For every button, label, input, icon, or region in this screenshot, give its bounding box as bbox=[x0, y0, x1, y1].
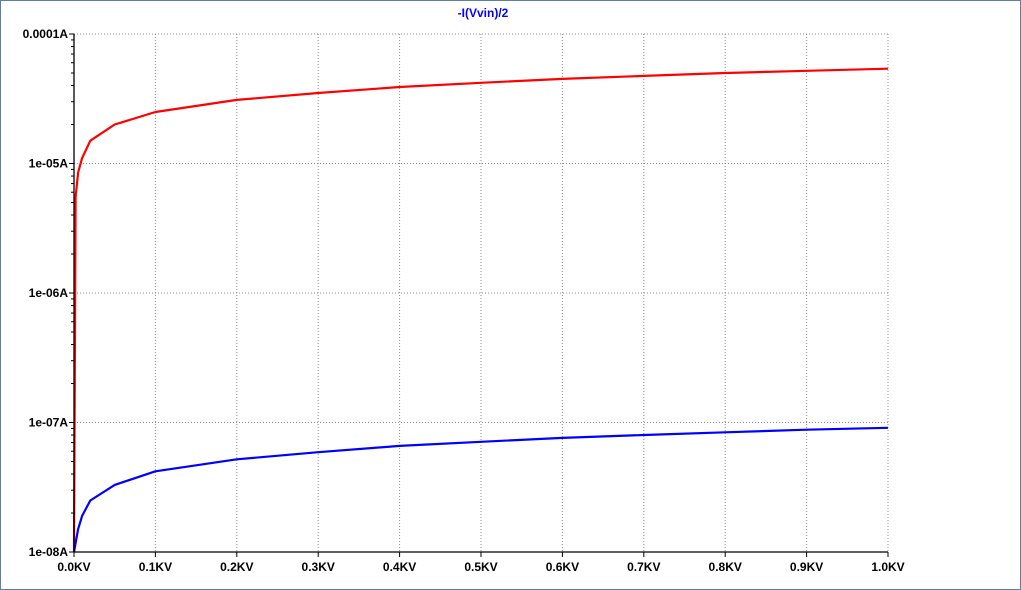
x-tick-label: 0.6KV bbox=[546, 560, 579, 574]
x-tick-label: 0.4KV bbox=[383, 560, 416, 574]
x-tick-label: 0.2KV bbox=[220, 560, 253, 574]
series-line-1 bbox=[72, 67, 889, 553]
x-tick-label: 0.7KV bbox=[627, 560, 660, 574]
y-tick-label: 1e-07A bbox=[29, 416, 69, 430]
y-tick-label: 1e-05A bbox=[29, 157, 69, 171]
chart-title: -I(Vvin)/2 bbox=[458, 6, 509, 20]
x-tick-label: 0.1KV bbox=[139, 560, 172, 574]
grid bbox=[74, 33, 889, 552]
y-tick-label: 1e-08A bbox=[29, 545, 69, 559]
x-tick-label: 0.8KV bbox=[709, 560, 742, 574]
x-tick-label: 0.3KV bbox=[302, 560, 335, 574]
y-tick-label: 0.0001A bbox=[23, 27, 69, 41]
x-tick-label: 0.9KV bbox=[790, 560, 823, 574]
series-line-2 bbox=[72, 426, 889, 553]
series-layer bbox=[72, 67, 889, 553]
ticks: 0.0KV 0.1KV 0.2KV 0.3KV 0.4KV 0.5KV 0.6KV 0.7KV… bbox=[23, 27, 905, 574]
y-tick-label: 1e-06A bbox=[29, 286, 69, 300]
x-tick-label: 1.0KV bbox=[871, 560, 904, 574]
x-tick-label: 0.5KV bbox=[464, 560, 497, 574]
x-tick-label: 0.0KV bbox=[57, 560, 90, 574]
